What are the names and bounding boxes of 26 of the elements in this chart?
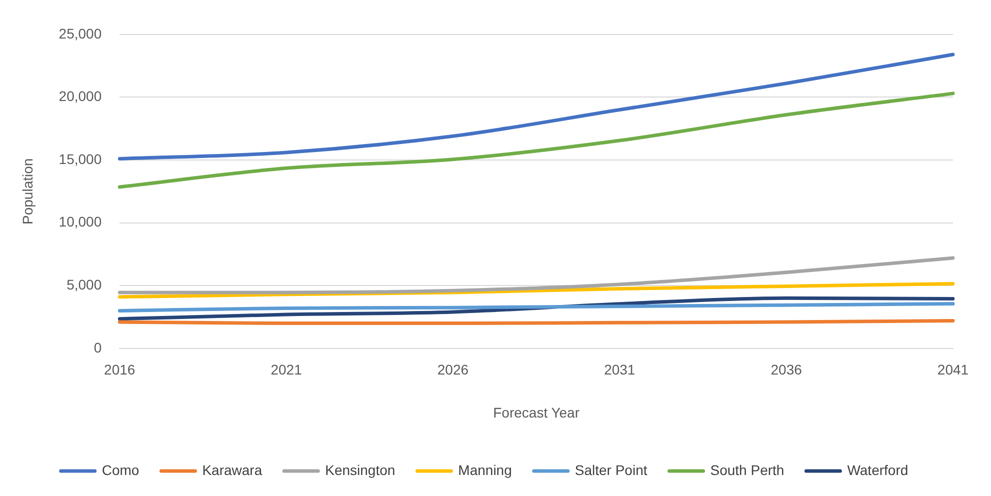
legend-label: Karawara xyxy=(202,462,262,478)
x-tick-label: 2036 xyxy=(770,362,802,378)
legend-label: Manning xyxy=(458,462,512,478)
legend-label: Waterford xyxy=(847,462,908,478)
line-series xyxy=(118,256,955,294)
line-series xyxy=(118,52,955,160)
legend-label: Kensington xyxy=(325,462,396,478)
y-axis-title: Population xyxy=(19,158,36,224)
line-series xyxy=(118,296,955,321)
x-tick-label: 2021 xyxy=(270,362,302,378)
x-tick-label: 2031 xyxy=(604,362,636,378)
legend-label: South Perth xyxy=(710,462,784,478)
line-series xyxy=(118,302,955,312)
y-tick-label: 15,000 xyxy=(58,150,102,167)
x-tick-label: 2026 xyxy=(437,362,469,378)
line-series xyxy=(118,92,955,189)
y-tick-label: 25,000 xyxy=(58,25,102,42)
y-tick-label: 5,000 xyxy=(66,276,102,292)
x-tick-label: 2041 xyxy=(937,362,969,378)
x-tick-label: 2016 xyxy=(104,362,136,378)
y-tick-label: 10,000 xyxy=(58,214,102,230)
y-tick-label: 20,000 xyxy=(58,88,102,104)
y-tick-label: 0 xyxy=(94,339,102,356)
legend-label: Como xyxy=(102,462,140,478)
x-axis-title: Forecast Year xyxy=(493,404,580,420)
legend-label: Salter Point xyxy=(574,462,648,478)
